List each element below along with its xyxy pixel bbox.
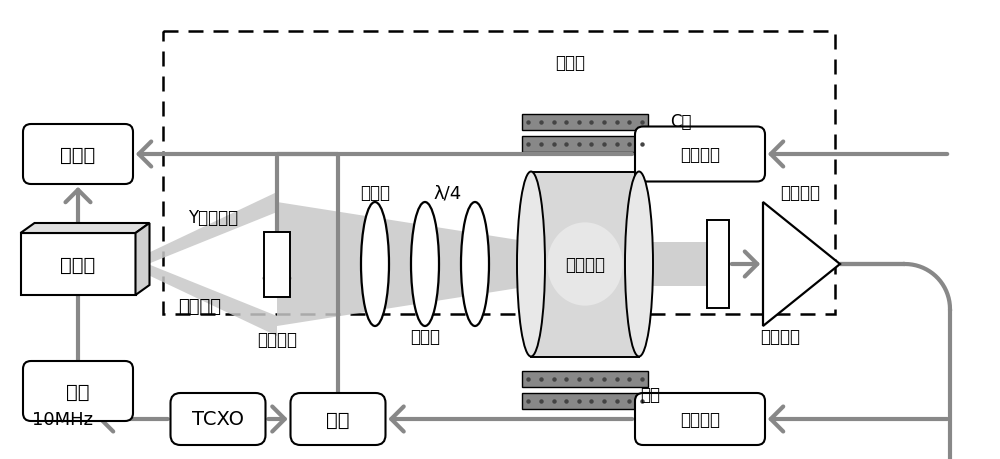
FancyBboxPatch shape bbox=[635, 393, 765, 445]
FancyBboxPatch shape bbox=[290, 393, 386, 445]
FancyBboxPatch shape bbox=[522, 136, 648, 152]
Text: 伺服电路: 伺服电路 bbox=[680, 146, 720, 164]
FancyBboxPatch shape bbox=[522, 114, 648, 130]
Ellipse shape bbox=[517, 172, 545, 357]
FancyBboxPatch shape bbox=[522, 371, 648, 386]
FancyBboxPatch shape bbox=[23, 125, 133, 185]
FancyBboxPatch shape bbox=[635, 127, 765, 182]
Ellipse shape bbox=[625, 172, 653, 357]
Text: 原子气室: 原子气室 bbox=[565, 256, 605, 274]
Polygon shape bbox=[20, 224, 150, 234]
Ellipse shape bbox=[361, 202, 389, 326]
Text: 探测单元: 探测单元 bbox=[760, 327, 800, 345]
Ellipse shape bbox=[461, 202, 489, 326]
Text: 频综: 频综 bbox=[326, 409, 350, 429]
FancyBboxPatch shape bbox=[531, 172, 639, 357]
Text: 物理部分: 物理部分 bbox=[178, 297, 221, 315]
Text: 调制单元: 调制单元 bbox=[257, 330, 297, 348]
Text: 电流源: 电流源 bbox=[60, 145, 96, 164]
Polygon shape bbox=[277, 202, 531, 326]
Text: 10MHz: 10MHz bbox=[32, 410, 92, 428]
Text: 减法单元: 减法单元 bbox=[780, 184, 820, 202]
Text: 伺服电路: 伺服电路 bbox=[680, 410, 720, 428]
FancyBboxPatch shape bbox=[522, 392, 648, 409]
Ellipse shape bbox=[547, 223, 623, 306]
FancyBboxPatch shape bbox=[264, 232, 290, 297]
Text: 加热: 加热 bbox=[640, 385, 660, 403]
Text: 温控: 温控 bbox=[66, 382, 90, 401]
Polygon shape bbox=[136, 259, 277, 336]
Text: 激光器: 激光器 bbox=[60, 255, 96, 274]
Polygon shape bbox=[763, 202, 840, 326]
Text: 磁屏蔽: 磁屏蔽 bbox=[555, 54, 585, 72]
FancyBboxPatch shape bbox=[170, 393, 266, 445]
FancyBboxPatch shape bbox=[23, 361, 133, 421]
Text: Y波导分束: Y波导分束 bbox=[188, 208, 238, 226]
Polygon shape bbox=[136, 224, 150, 295]
Polygon shape bbox=[136, 193, 277, 269]
Text: 衰减片: 衰减片 bbox=[410, 327, 440, 345]
Polygon shape bbox=[639, 242, 729, 286]
FancyBboxPatch shape bbox=[20, 234, 136, 295]
Text: λ/4: λ/4 bbox=[434, 184, 462, 202]
Ellipse shape bbox=[411, 202, 439, 326]
FancyBboxPatch shape bbox=[707, 220, 729, 308]
Text: 偏振片: 偏振片 bbox=[360, 184, 390, 202]
Text: C场: C场 bbox=[670, 113, 692, 131]
Text: TCXO: TCXO bbox=[192, 409, 244, 429]
